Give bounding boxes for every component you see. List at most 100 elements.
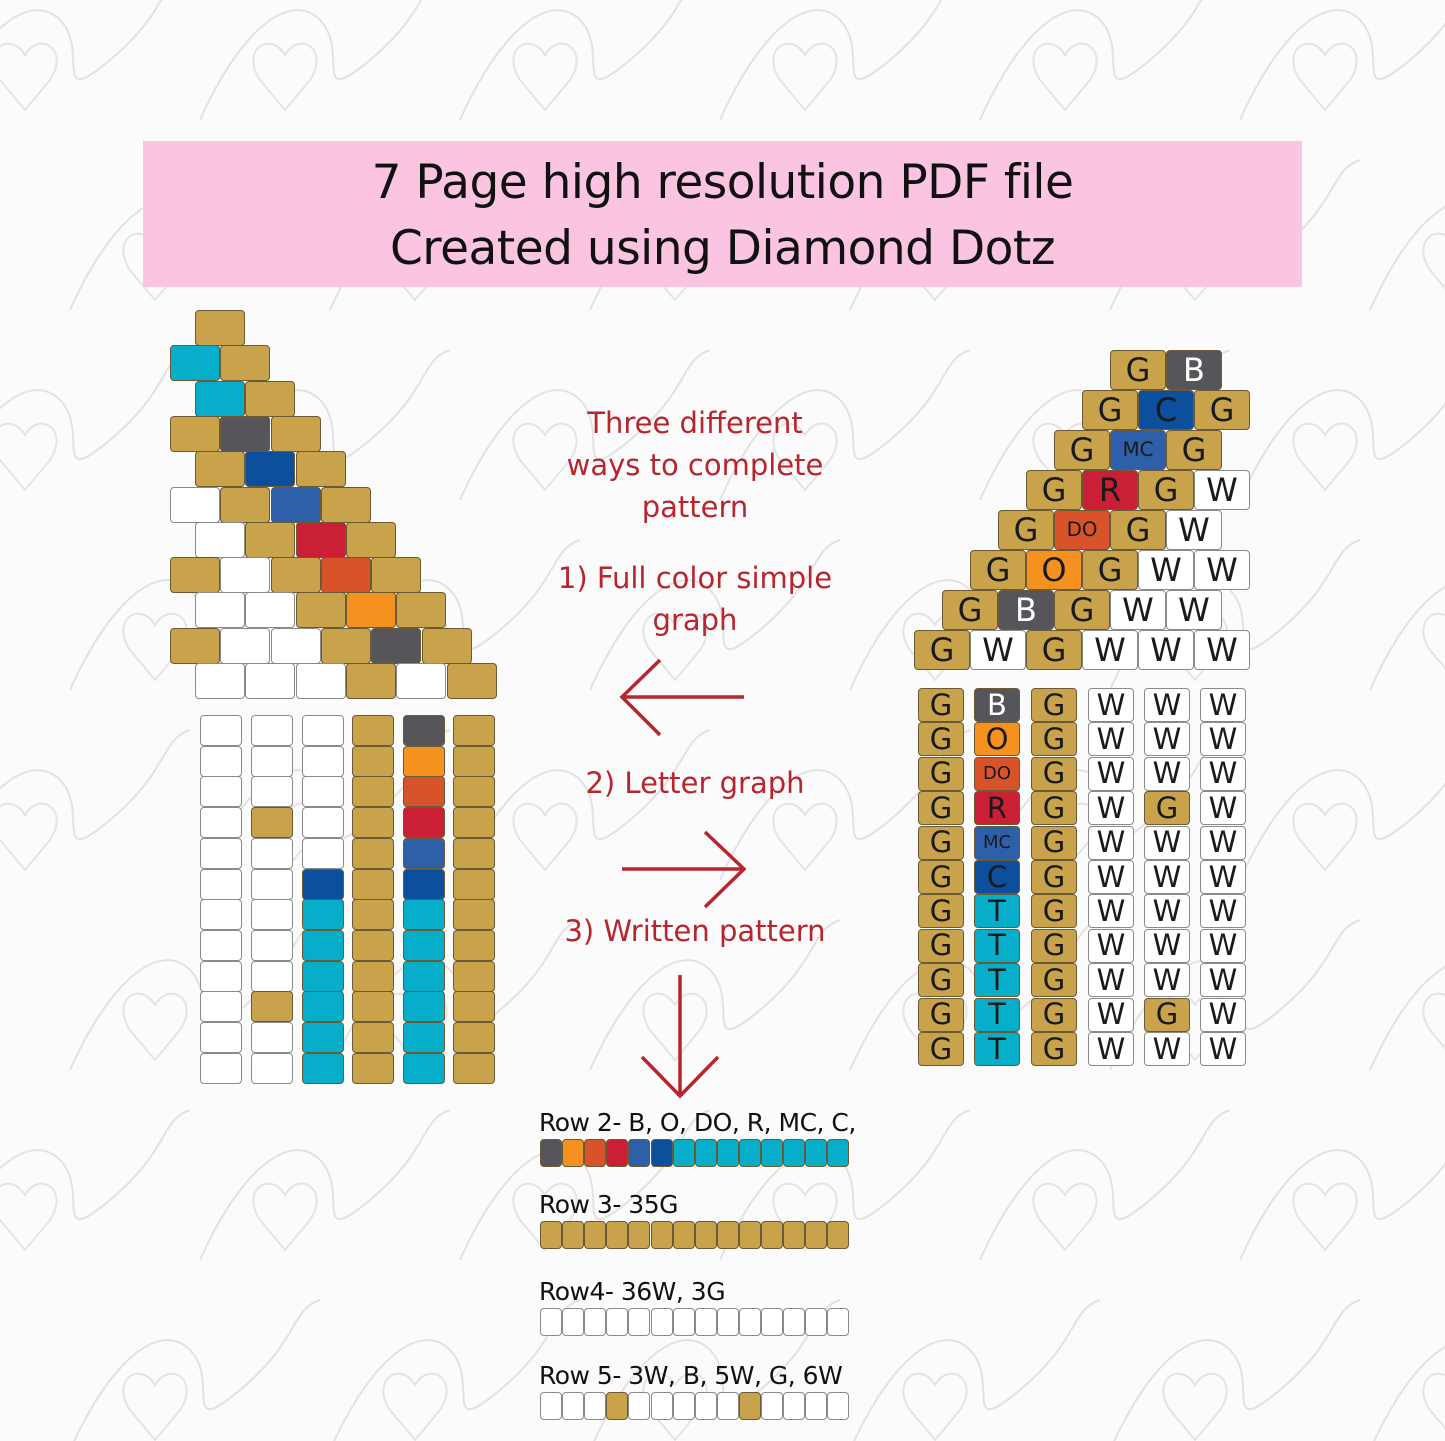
bead-cell-G: [320, 627, 371, 664]
option-2: 2) Letter graph: [585, 766, 805, 800]
bead-cell-T: [170, 345, 220, 382]
bead-cell-W: [694, 1308, 717, 1336]
bead-cell-G: G: [918, 860, 964, 894]
bead-cell-W: [245, 592, 296, 629]
bead-cell-B: [371, 627, 422, 664]
bead-cell-G: G: [918, 825, 964, 860]
bead-cell-W: [827, 1392, 850, 1420]
bead-cell-W: W: [1200, 688, 1246, 722]
bead-cell-G: G: [1031, 825, 1077, 860]
watermark-heart: [1292, 422, 1358, 492]
bead-cell-G: [453, 807, 495, 839]
watermark-swirl: [199, 0, 423, 121]
bead-cell-W: W: [1088, 894, 1134, 929]
bead-cell-W: [251, 1022, 293, 1053]
bead-cell-W: [396, 663, 447, 699]
bead-cell-C: [650, 1139, 673, 1167]
watermark-heart: [0, 42, 58, 112]
bead-cell-W: [200, 1052, 242, 1084]
bead-cell-W: W: [1144, 860, 1190, 894]
bead-cell-W: [270, 627, 321, 664]
bead-cell-W: [302, 715, 344, 746]
watermark-heart: [1422, 612, 1445, 670]
bead-cell-W: [251, 837, 293, 869]
bead-cell-W: [738, 1308, 761, 1336]
bead-cell-G: G: [1110, 510, 1166, 550]
bead-cell-W: [200, 1022, 242, 1053]
arrow-left-icon: [619, 658, 744, 737]
bead-cell-G: [352, 715, 394, 746]
bead-cell-G: [352, 1052, 394, 1084]
bead-cell-T: [302, 1022, 344, 1053]
bead-cell-G: [396, 592, 447, 629]
written-row-label: Row4- 36W, 3G: [539, 1277, 726, 1306]
watermark-swirl: [979, 1109, 1231, 1261]
written-row-label: Row 3- 35G: [539, 1190, 679, 1219]
watermark-swirl: [0, 349, 191, 461]
bead-cell-W: [805, 1308, 828, 1336]
bead-cell-W: [170, 486, 220, 523]
bead-cell-T: T: [974, 894, 1020, 929]
bead-cell-R: [403, 807, 445, 839]
bead-cell-T: [805, 1139, 828, 1167]
bead-cell-G: [694, 1221, 717, 1249]
bead-cell-T: T: [974, 963, 1020, 998]
watermark-swirl: [589, 919, 841, 1071]
bead-cell-G: [352, 929, 394, 961]
bead-cell-W: W: [1088, 997, 1134, 1032]
bead-cell-MC: [628, 1139, 651, 1167]
bead-cell-G: [453, 1022, 495, 1053]
bead-cell-W: W: [1088, 825, 1134, 860]
bead-cell-G: G: [918, 894, 964, 929]
bead-cell-W: W: [1144, 722, 1190, 757]
bead-cell-W: [805, 1392, 828, 1420]
bead-cell-W: W: [1200, 963, 1246, 998]
written-row-label: Row 2- B, O, DO, R, MC, C,: [539, 1108, 856, 1137]
bead-cell-W: [200, 745, 242, 777]
bead-cell-W: W: [1194, 470, 1250, 510]
watermark-swirl: [0, 0, 163, 81]
bead-cell-W: W: [1088, 860, 1134, 894]
bead-cell-T: [302, 899, 344, 931]
bead-cell-G: G: [918, 997, 964, 1032]
bead-cell-T: [302, 1052, 344, 1084]
bead-cell-G: [245, 521, 296, 558]
watermark-heart: [382, 1372, 448, 1441]
bead-cell-G: [606, 1221, 629, 1249]
intro-line-2: ways to complete: [566, 448, 824, 482]
bead-cell-G: G: [1082, 390, 1138, 430]
bead-cell-T: T: [974, 1032, 1020, 1066]
bead-cell-W: [200, 776, 242, 808]
bead-cell-G: [245, 380, 296, 417]
watermark-swirl: [979, 0, 1203, 121]
bead-cell-W: [295, 663, 346, 699]
bead-cell-G: [453, 715, 495, 746]
bead-cell-MC: [270, 486, 321, 523]
bead-cell-G: G: [918, 722, 964, 757]
bead-cell-DO: [403, 776, 445, 808]
bead-cell-G: [562, 1221, 585, 1249]
watermark-swirl: [1239, 1149, 1445, 1261]
bead-cell-G: [453, 1052, 495, 1084]
watermark-swirl: [0, 729, 191, 841]
bead-cell-W: [302, 745, 344, 777]
bead-cell-W: W: [1200, 860, 1246, 894]
watermark-heart: [1422, 232, 1445, 290]
bead-cell-W: W: [1144, 756, 1190, 791]
bead-cell-G: [170, 627, 220, 664]
bead-cell-W: W: [1144, 928, 1190, 963]
bead-cell-W: [200, 929, 242, 961]
bead-cell-G: [584, 1221, 607, 1249]
bead-cell-W: [302, 837, 344, 869]
bead-cell-G: [295, 592, 346, 629]
watermark-heart: [1292, 42, 1358, 112]
bead-cell-W: W: [1144, 894, 1190, 929]
bead-cell-W: [200, 960, 242, 992]
watermark-swirl: [589, 539, 841, 691]
bead-cell-G: [352, 991, 394, 1023]
bead-cell-G: G: [1110, 350, 1166, 390]
bead-cell-G: [195, 310, 245, 346]
bead-cell-G: G: [1054, 430, 1110, 470]
watermark-heart: [122, 1372, 188, 1441]
watermark-heart: [0, 422, 58, 492]
